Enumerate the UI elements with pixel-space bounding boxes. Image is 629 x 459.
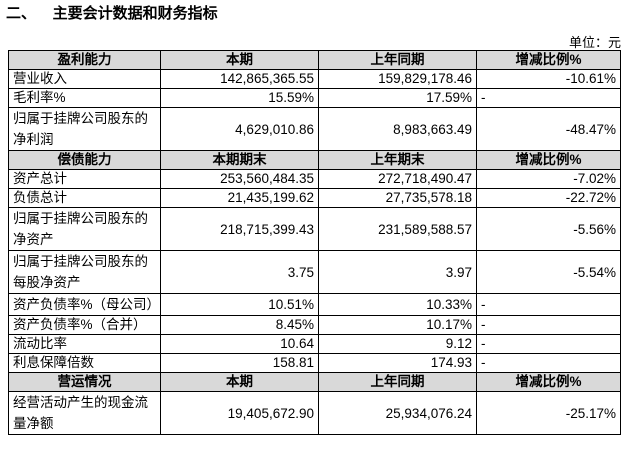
value-cell: -7.02% — [476, 169, 621, 189]
data-row: 资产负债率%（母公司） 10.51% 10.33% - — [8, 293, 621, 316]
value-cell: 3.97 — [318, 250, 477, 294]
value-cell: 158.81 — [160, 353, 319, 373]
header-cell: 上年同期 — [318, 372, 477, 392]
row-label: 负债总计 — [8, 188, 161, 208]
data-row: 毛利率% 15.59% 17.59% - — [8, 88, 621, 108]
data-row: 资产总计 253,560,484.35 272,718,490.47 -7.02% — [8, 169, 621, 189]
financial-table: 盈利能力 本期 上年同期 增减比例% 营业收入 142,865,365.55 159,829… — [8, 50, 621, 435]
unit-label: 单位：元 — [568, 35, 621, 50]
header-cell: 增减比例% — [476, 150, 621, 170]
value-cell: 15.59% — [160, 88, 319, 108]
value-cell: -10.61% — [476, 69, 621, 89]
value-cell: 174.93 — [318, 353, 477, 373]
value-cell: 142,865,365.55 — [160, 69, 319, 89]
value-cell: -5.54% — [476, 250, 621, 294]
row-label: 营业收入 — [8, 69, 161, 89]
header-cell: 上年期末 — [318, 150, 477, 170]
value-cell: 4,629,010.86 — [160, 107, 319, 151]
value-cell: - — [476, 293, 621, 316]
value-cell: 27,735,578.18 — [318, 188, 477, 208]
data-row: 利息保障倍数 158.81 174.93- — [8, 353, 621, 373]
header-row: 偿债能力 本期期末 上年期末 增减比例% — [8, 150, 621, 170]
value-cell: 8.45% — [160, 315, 319, 335]
row-label: 资产总计 — [8, 169, 161, 189]
value-cell: 3.75 — [160, 250, 319, 294]
section-title: 二、 主要会计数据和财务指标 — [6, 5, 218, 22]
header-cell: 本期期末 — [160, 150, 319, 170]
header-cell: 上年同期 — [318, 50, 477, 70]
header-cell: 本期 — [160, 372, 319, 392]
row-label: 流动比率 — [8, 334, 161, 354]
header-row: 营运情况 本期 上年同期 增减比例% — [8, 372, 621, 392]
header-cell: 增减比例% — [476, 372, 621, 392]
value-cell: - — [476, 353, 621, 373]
header-cell: 营运情况 — [8, 372, 161, 392]
value-cell: 9.12 — [318, 334, 477, 354]
value-cell: 231,589,588.57 — [318, 207, 477, 251]
value-cell: 272,718,490.47 — [318, 169, 477, 189]
value-cell: 10.64 — [160, 334, 319, 354]
value-cell: - — [476, 315, 621, 335]
header-row: 盈利能力 本期 上年同期 增减比例% — [8, 50, 621, 70]
row-label: 归属于挂牌公司股东的每股净资产 — [8, 250, 161, 294]
data-row: 资产负债率%（合并） 8.45% 10.17% - — [8, 315, 621, 335]
value-cell: 8,983,663.49 — [318, 107, 477, 151]
value-cell: - — [476, 334, 621, 354]
row-label: 资产负债率%（母公司） — [8, 293, 161, 316]
data-row: 归属于挂牌公司股东的净利润 4,629,010.86 8,983,663.49 -48… — [8, 107, 621, 151]
data-row: 经营活动产生的现金流量净额 19,405,672.90 25,934,076.24-… — [8, 391, 621, 435]
data-row: 流动比率 10.64 9.12- — [8, 334, 621, 354]
value-cell: 218,715,399.43 — [160, 207, 319, 251]
value-cell: - — [476, 88, 621, 108]
value-cell: -25.17% — [476, 391, 621, 435]
header-cell: 偿债能力 — [8, 150, 161, 170]
row-label: 利息保障倍数 — [8, 353, 161, 373]
value-cell: 253,560,484.35 — [160, 169, 319, 189]
value-cell: 19,405,672.90 — [160, 391, 319, 435]
data-row: 归属于挂牌公司股东的净资产 218,715,399.43 231,589,588.5… — [8, 207, 621, 251]
row-label: 归属于挂牌公司股东的净利润 — [8, 107, 161, 151]
row-label: 毛利率% — [8, 88, 161, 108]
header-cell: 增减比例% — [476, 50, 621, 70]
value-cell: 17.59% — [318, 88, 477, 108]
value-cell: 10.51% — [160, 293, 319, 316]
value-cell: 21,435,199.62 — [160, 188, 319, 208]
data-row: 负债总计 21,435,199.62 27,735,578.18 -22.72% — [8, 188, 621, 208]
value-cell: -48.47% — [476, 107, 621, 151]
value-cell: -5.56% — [476, 207, 621, 251]
header-cell: 本期 — [160, 50, 319, 70]
row-label: 经营活动产生的现金流量净额 — [8, 391, 161, 435]
data-row: 营业收入 142,865,365.55 159,829,178.46 -10.61% — [8, 69, 621, 89]
row-label: 资产负债率%（合并） — [8, 315, 161, 335]
value-cell: 159,829,178.46 — [318, 69, 477, 89]
value-cell: 25,934,076.24 — [318, 391, 477, 435]
data-row: 归属于挂牌公司股东的每股净资产 3.75 3.97 -5.54% — [8, 250, 621, 294]
value-cell: 10.33% — [318, 293, 477, 316]
row-label: 归属于挂牌公司股东的净资产 — [8, 207, 161, 251]
header-cell: 盈利能力 — [8, 50, 161, 70]
value-cell: -22.72% — [476, 188, 621, 208]
value-cell: 10.17% — [318, 315, 477, 335]
